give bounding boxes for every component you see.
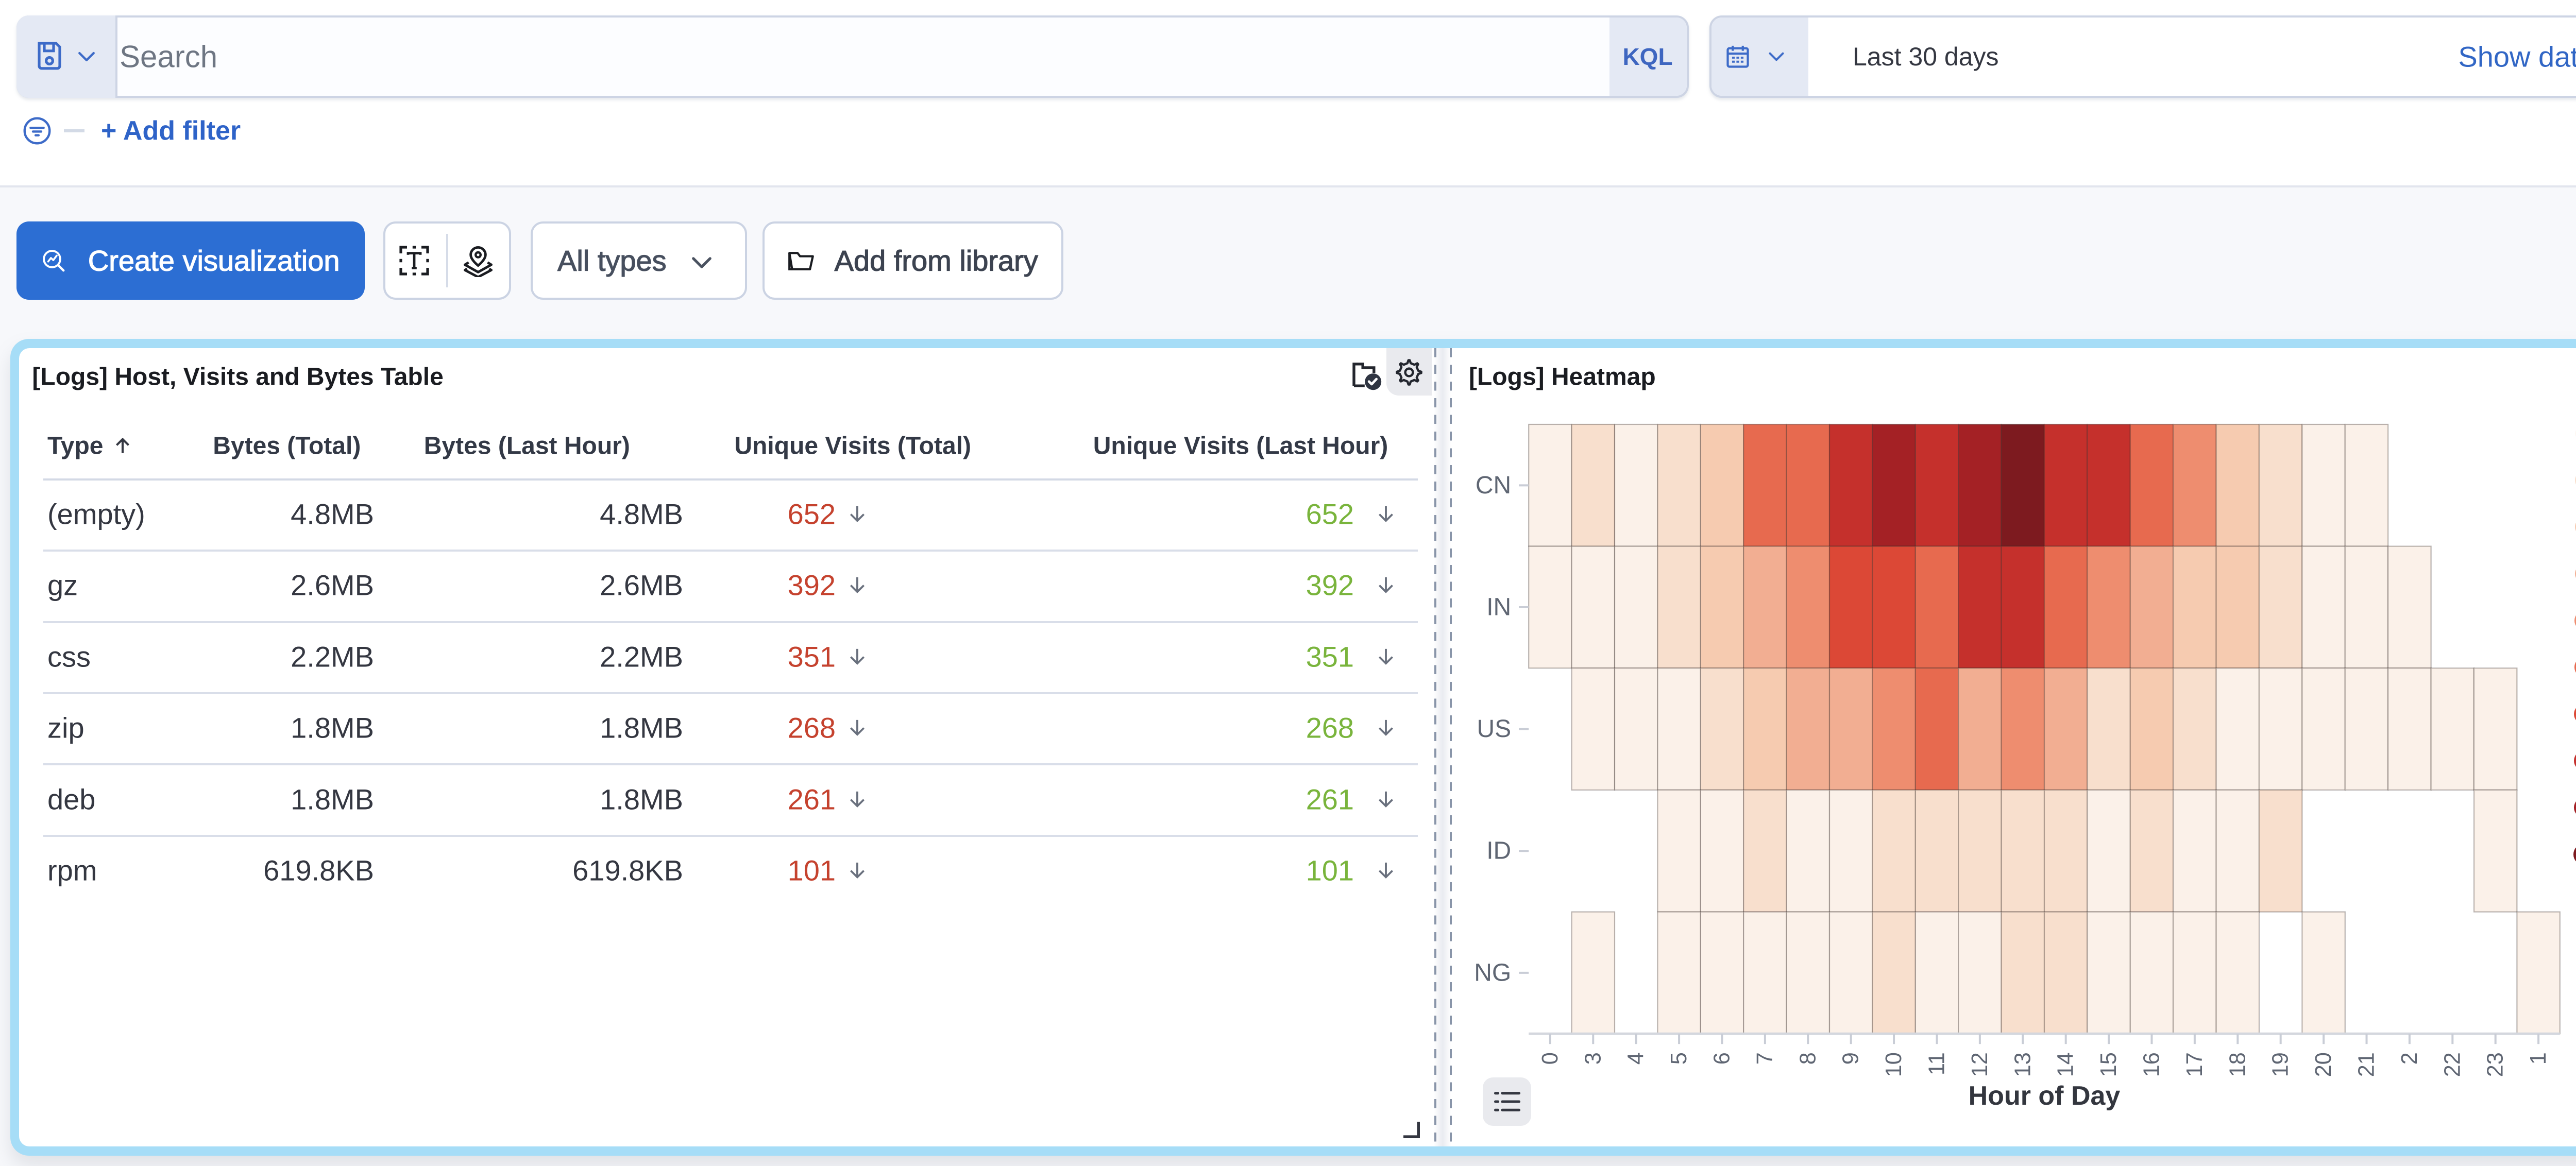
svg-text:IN: IN bbox=[1486, 593, 1511, 621]
svg-text:11: 11 bbox=[1925, 1052, 1950, 1075]
svg-text:15: 15 bbox=[2096, 1052, 2121, 1077]
svg-text:10: 10 bbox=[1882, 1052, 1906, 1077]
svg-text:6: 6 bbox=[1709, 1052, 1734, 1065]
svg-text:20: 20 bbox=[2311, 1052, 2336, 1077]
svg-text:19: 19 bbox=[2268, 1052, 2293, 1077]
svg-text:NG: NG bbox=[1474, 959, 1511, 986]
svg-text:2: 2 bbox=[2397, 1052, 2422, 1065]
svg-text:21: 21 bbox=[2354, 1052, 2379, 1077]
svg-text:CN: CN bbox=[1476, 472, 1511, 499]
svg-text:US: US bbox=[1477, 715, 1512, 743]
svg-text:0: 0 bbox=[1538, 1052, 1563, 1065]
svg-text:1: 1 bbox=[2526, 1052, 2551, 1065]
svg-text:16: 16 bbox=[2139, 1052, 2164, 1077]
svg-text:Hour of Day: Hour of Day bbox=[1969, 1081, 2121, 1111]
svg-text:3: 3 bbox=[1581, 1052, 1605, 1065]
svg-text:8: 8 bbox=[1795, 1052, 1820, 1065]
svg-text:18: 18 bbox=[2225, 1052, 2250, 1077]
svg-text:7: 7 bbox=[1753, 1052, 1777, 1065]
svg-text:13: 13 bbox=[2010, 1052, 2035, 1077]
svg-text:17: 17 bbox=[2182, 1052, 2207, 1077]
svg-text:14: 14 bbox=[2054, 1052, 2078, 1077]
svg-text:4: 4 bbox=[1624, 1052, 1649, 1065]
svg-text:23: 23 bbox=[2483, 1052, 2508, 1077]
svg-text:ID: ID bbox=[1486, 837, 1511, 865]
svg-text:12: 12 bbox=[1968, 1052, 1992, 1077]
svg-text:22: 22 bbox=[2440, 1052, 2465, 1077]
svg-text:5: 5 bbox=[1667, 1052, 1691, 1065]
svg-text:9: 9 bbox=[1839, 1052, 1863, 1065]
